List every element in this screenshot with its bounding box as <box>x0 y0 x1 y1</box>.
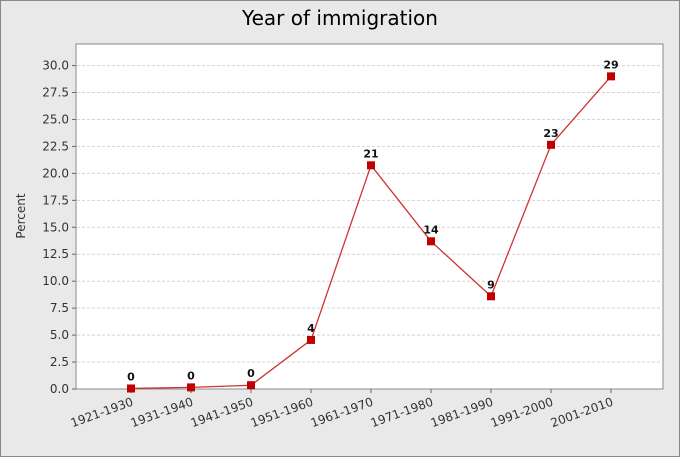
x-tick-label: 1941-1950 <box>189 395 255 431</box>
x-tick-label: 1981-1990 <box>429 395 495 431</box>
x-tick-label: 1951-1960 <box>249 395 315 431</box>
y-tick-label: 20.0 <box>42 166 69 180</box>
data-label: 21 <box>363 147 378 160</box>
data-label: 29 <box>603 58 618 71</box>
y-tick-label: 25.0 <box>42 112 69 126</box>
data-label: 0 <box>127 370 135 383</box>
x-tick-label: 1921-1930 <box>69 395 135 431</box>
x-tick-label: 1931-1940 <box>129 395 195 431</box>
y-tick-label: 22.5 <box>42 139 69 153</box>
y-tick-label: 27.5 <box>42 86 69 100</box>
y-tick-label: 17.5 <box>42 193 69 207</box>
x-tick-label: 1991-2000 <box>489 395 555 431</box>
data-label: 9 <box>487 278 495 291</box>
data-point-marker <box>367 161 375 170</box>
data-point-marker <box>127 384 135 393</box>
x-tick-label: 1971-1980 <box>369 395 435 431</box>
y-tick-label: 0.0 <box>50 382 69 396</box>
data-point-marker <box>427 237 435 246</box>
data-point-marker <box>187 383 195 392</box>
y-tick-label: 2.5 <box>50 355 69 369</box>
data-point-marker <box>307 335 315 344</box>
data-point-marker <box>547 140 555 149</box>
chart-title: Year of immigration <box>242 6 438 30</box>
y-tick-label: 12.5 <box>42 247 69 261</box>
data-label: 0 <box>247 367 255 380</box>
data-label: 4 <box>307 322 315 335</box>
y-tick-label: 7.5 <box>50 301 69 315</box>
data-point-marker <box>247 381 255 390</box>
data-label: 14 <box>423 223 439 236</box>
y-axis-title: Percent <box>14 193 28 238</box>
y-tick-label: 30.0 <box>42 59 69 73</box>
y-tick-label: 10.0 <box>42 274 69 288</box>
x-tick-label: 2001-2010 <box>549 395 615 431</box>
plot-area <box>75 43 664 390</box>
data-label: 23 <box>543 127 558 140</box>
data-label: 0 <box>187 369 195 382</box>
y-tick-label: 5.0 <box>50 328 69 342</box>
data-point-marker <box>487 292 495 301</box>
x-tick-label: 1961-1970 <box>309 395 375 431</box>
data-point-marker <box>607 72 615 81</box>
y-tick-label: 15.0 <box>42 220 69 234</box>
